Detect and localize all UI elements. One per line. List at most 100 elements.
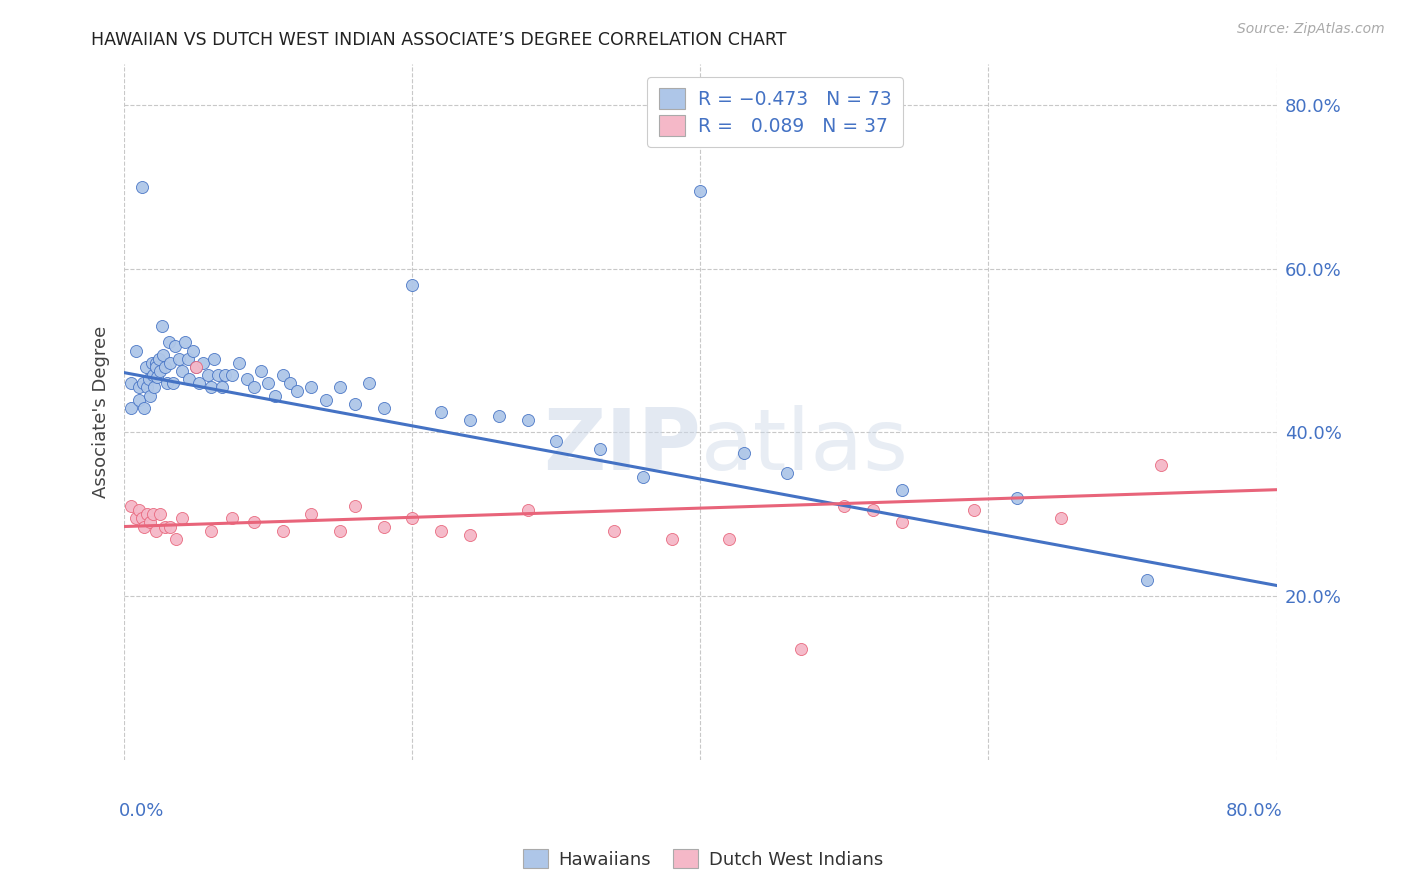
Point — [211, 380, 233, 394]
Point — [891, 516, 914, 530]
Point — [401, 278, 423, 293]
Point — [200, 524, 222, 538]
Point — [120, 499, 142, 513]
Point — [373, 401, 395, 415]
Point — [120, 401, 142, 415]
Point — [235, 372, 257, 386]
Point — [143, 380, 166, 394]
Point — [250, 364, 273, 378]
Point — [689, 184, 711, 198]
Point — [150, 318, 173, 333]
Point — [458, 527, 481, 541]
Point — [149, 508, 172, 522]
Point — [278, 376, 301, 391]
Point — [834, 499, 856, 513]
Point — [264, 388, 287, 402]
Point — [131, 179, 153, 194]
Point — [145, 356, 167, 370]
Text: HAWAIIAN VS DUTCH WEST INDIAN ASSOCIATE’S DEGREE CORRELATION CHART: HAWAIIAN VS DUTCH WEST INDIAN ASSOCIATE’… — [91, 31, 787, 49]
Point — [153, 359, 176, 374]
Point — [152, 348, 174, 362]
Point — [170, 511, 193, 525]
Point — [186, 359, 208, 374]
Point — [136, 508, 159, 522]
Point — [301, 508, 323, 522]
Point — [516, 413, 538, 427]
Point — [134, 519, 156, 533]
Legend: Hawaiians, Dutch West Indians: Hawaiians, Dutch West Indians — [516, 841, 890, 876]
Point — [862, 503, 884, 517]
Point — [343, 499, 366, 513]
Point — [733, 446, 755, 460]
Point — [243, 516, 266, 530]
Point — [167, 351, 190, 366]
Text: ZIP: ZIP — [543, 405, 700, 488]
Point — [193, 356, 215, 370]
Point — [170, 364, 193, 378]
Point — [120, 376, 142, 391]
Point — [221, 368, 243, 383]
Point — [132, 376, 155, 391]
Point — [142, 368, 165, 383]
Point — [165, 532, 187, 546]
Point — [458, 413, 481, 427]
Point — [315, 392, 337, 407]
Point — [176, 351, 198, 366]
Point — [718, 532, 741, 546]
Point — [301, 380, 323, 394]
Point — [790, 642, 813, 657]
Point — [546, 434, 568, 448]
Point — [157, 335, 180, 350]
Text: Source: ZipAtlas.com: Source: ZipAtlas.com — [1237, 22, 1385, 37]
Point — [214, 368, 236, 383]
Point — [516, 503, 538, 517]
Point — [661, 532, 683, 546]
Point — [183, 343, 205, 358]
Legend: R = −0.473   N = 73, R =   0.089   N = 37: R = −0.473 N = 73, R = 0.089 N = 37 — [648, 77, 903, 147]
Point — [776, 467, 799, 481]
Text: atlas: atlas — [700, 405, 908, 488]
Point — [128, 503, 150, 517]
Point — [430, 405, 453, 419]
Point — [221, 511, 243, 525]
Point — [373, 519, 395, 533]
Point — [285, 384, 308, 399]
Point — [243, 380, 266, 394]
Point — [891, 483, 914, 497]
Point — [138, 372, 160, 386]
Point — [1007, 491, 1029, 505]
Y-axis label: Associate's Degree: Associate's Degree — [93, 326, 110, 498]
Point — [145, 524, 167, 538]
Point — [135, 359, 157, 374]
Point — [146, 369, 169, 384]
Point — [153, 519, 176, 533]
Point — [1049, 511, 1071, 525]
Point — [163, 339, 186, 353]
Point — [202, 351, 225, 366]
Point — [186, 359, 208, 374]
Point — [359, 376, 381, 391]
Point — [139, 516, 162, 530]
Text: 0.0%: 0.0% — [118, 802, 165, 820]
Point — [271, 524, 294, 538]
Point — [141, 356, 163, 370]
Point — [128, 392, 150, 407]
Point — [156, 376, 179, 391]
Point — [136, 380, 159, 394]
Point — [1136, 573, 1159, 587]
Point — [134, 401, 156, 415]
Text: 80.0%: 80.0% — [1226, 802, 1282, 820]
Point — [149, 364, 172, 378]
Point — [197, 368, 219, 383]
Point — [128, 380, 150, 394]
Point — [145, 359, 167, 374]
Point — [343, 397, 366, 411]
Point — [588, 442, 610, 456]
Point — [148, 351, 170, 366]
Point — [131, 511, 153, 525]
Point — [159, 519, 181, 533]
Point — [159, 356, 181, 370]
Point — [200, 380, 222, 394]
Point — [162, 376, 184, 391]
Point — [177, 372, 200, 386]
